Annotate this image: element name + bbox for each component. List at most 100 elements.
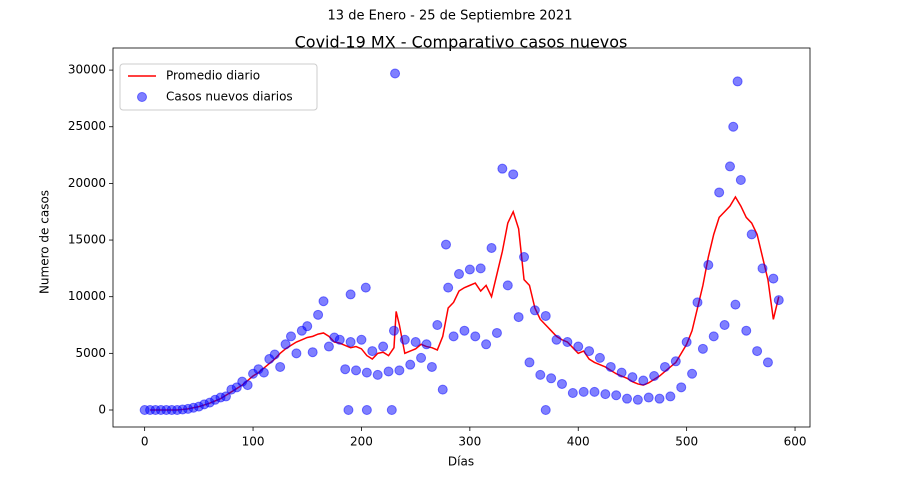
point: [703, 259, 714, 270]
point: [540, 405, 551, 416]
point: [390, 68, 401, 79]
point: [551, 334, 562, 345]
point: [529, 305, 540, 316]
point: [556, 378, 567, 389]
x-tick-label: 0: [141, 435, 149, 449]
point: [622, 393, 633, 404]
point: [340, 364, 351, 375]
x-tick-label: 100: [242, 435, 265, 449]
x-axis-label: Días: [448, 455, 474, 469]
point: [611, 390, 622, 401]
point: [741, 325, 752, 336]
chart-title: Covid-19 MX - Comparativo casos nuevos: [295, 33, 628, 52]
point: [578, 386, 589, 397]
point: [459, 325, 470, 336]
suptitle: 13 de Enero - 25 de Septiembre 2021: [328, 9, 573, 24]
point: [291, 348, 302, 359]
point: [486, 242, 497, 253]
point: [343, 405, 354, 416]
point: [540, 310, 551, 321]
point: [573, 341, 584, 352]
point: [410, 337, 421, 348]
point: [345, 337, 356, 348]
point: [383, 366, 394, 377]
point: [508, 169, 519, 180]
point: [220, 391, 231, 402]
point: [519, 252, 530, 263]
point: [443, 282, 454, 293]
y-tick-label: 15000: [68, 233, 106, 247]
point: [437, 384, 448, 395]
point: [502, 280, 513, 291]
point: [372, 369, 383, 380]
x-tick-label: 600: [784, 435, 807, 449]
point: [454, 269, 465, 280]
point: [242, 380, 253, 391]
point: [318, 296, 329, 307]
point: [475, 263, 486, 274]
point: [589, 386, 600, 397]
point: [768, 273, 779, 284]
point: [307, 347, 318, 358]
point: [356, 334, 367, 345]
point: [394, 365, 405, 376]
point: [416, 352, 427, 363]
point: [481, 339, 492, 350]
point: [708, 331, 719, 342]
point: [470, 331, 481, 342]
point: [351, 365, 362, 376]
point: [302, 321, 313, 332]
point: [665, 391, 676, 402]
point: [676, 382, 687, 393]
y-tick-label: 5000: [75, 346, 106, 360]
point: [378, 341, 389, 352]
point: [440, 239, 451, 250]
point: [616, 367, 627, 378]
point: [497, 163, 508, 174]
point: [567, 388, 578, 399]
y-axis-label: Numero de casos: [38, 190, 52, 294]
x-tick-label: 400: [567, 435, 590, 449]
y-tick-label: 0: [98, 403, 106, 417]
point: [762, 357, 773, 368]
point: [670, 356, 681, 367]
point: [638, 375, 649, 386]
point: [361, 405, 372, 416]
point: [491, 327, 502, 338]
point: [562, 337, 573, 348]
point: [275, 361, 286, 372]
point: [464, 264, 475, 275]
x-tick-label: 200: [350, 435, 373, 449]
point: [399, 334, 410, 345]
point: [649, 371, 660, 382]
point: [692, 297, 703, 308]
point: [313, 309, 324, 320]
point: [334, 334, 345, 345]
legend-box: [119, 63, 318, 111]
point: [757, 263, 768, 274]
point: [681, 337, 692, 348]
y-tick-label: 10000: [68, 289, 106, 303]
y-tick-label: 30000: [68, 63, 106, 77]
y-tick-label: 20000: [68, 176, 106, 190]
point: [584, 346, 595, 357]
point: [280, 339, 291, 350]
point: [258, 367, 269, 378]
point: [345, 289, 356, 300]
point: [725, 161, 736, 172]
point: [285, 331, 296, 342]
point: [773, 295, 784, 306]
point: [643, 392, 654, 403]
point: [269, 349, 280, 360]
point: [697, 343, 708, 354]
point: [732, 76, 743, 87]
point: [426, 361, 437, 372]
point: [735, 174, 746, 185]
point: [388, 325, 399, 336]
legend-label: Casos nuevos diarios: [166, 90, 293, 104]
point: [730, 299, 741, 310]
point: [654, 393, 665, 404]
point: [687, 368, 698, 379]
